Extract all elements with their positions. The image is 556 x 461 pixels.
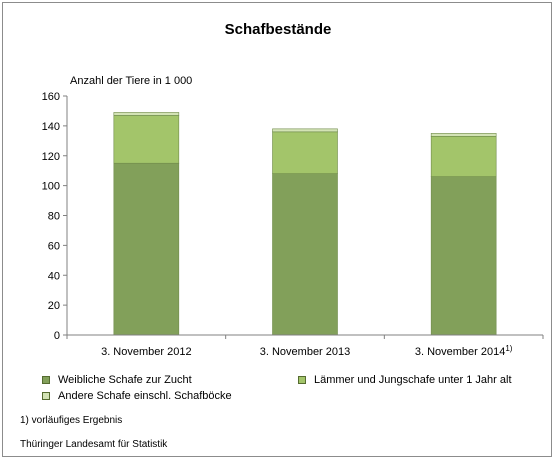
bar-segment-2-1 xyxy=(113,115,180,164)
x-tick-superscript: 1) xyxy=(505,344,512,353)
source-note: Thüringer Landesamt für Statistik xyxy=(20,439,168,450)
legend-label-andere: Andere Schafe einschl. Schafböcke xyxy=(58,390,232,402)
legend-item-weibliche: Weibliche Schafe zur Zucht xyxy=(42,374,192,386)
y-tick-label: 40 xyxy=(48,270,60,282)
y-tick-label: 160 xyxy=(42,91,60,103)
bar-segment-3-1 xyxy=(113,112,180,116)
bar-segment-2-2 xyxy=(272,131,338,174)
footnote: 1) vorläufiges Ergebnis xyxy=(20,415,123,426)
legend-label-laemmer: Lämmer und Jungschafe unter 1 Jahr alt xyxy=(314,374,512,386)
bar-segment-1-1 xyxy=(113,162,180,336)
legend-swatch-weibliche xyxy=(42,376,50,384)
x-tick-label: 3. November 2012 xyxy=(101,346,192,358)
bar-segment-3-2 xyxy=(272,128,338,133)
legend-swatch-laemmer xyxy=(298,376,306,384)
y-tick-label: 60 xyxy=(48,240,60,252)
legend-item-andere: Andere Schafe einschl. Schafböcke xyxy=(42,390,232,402)
legend-swatch-andere xyxy=(42,392,50,400)
bar-segment-1-2 xyxy=(272,173,338,336)
y-tick-label: 140 xyxy=(42,121,60,133)
bar-segment-2-3 xyxy=(430,136,497,177)
x-tick-label: 3. November 2013 xyxy=(260,346,351,358)
y-tick-label: 20 xyxy=(48,300,60,312)
chart-title: Schafbestände xyxy=(224,21,332,38)
x-tick-label: 3. November 20141) xyxy=(415,344,513,358)
y-axis-label: Anzahl der Tiere in 1 000 xyxy=(70,75,193,87)
y-tick-label: 0 xyxy=(54,330,60,342)
legend-item-laemmer: Lämmer und Jungschafe unter 1 Jahr alt xyxy=(298,374,512,386)
y-tick-label: 120 xyxy=(42,151,60,163)
y-tick-label: 100 xyxy=(42,181,60,193)
legend-label-weibliche: Weibliche Schafe zur Zucht xyxy=(58,374,192,386)
y-tick-label: 80 xyxy=(48,211,60,223)
bar-segment-1-3 xyxy=(430,176,497,336)
bar-segment-3-3 xyxy=(430,133,497,137)
